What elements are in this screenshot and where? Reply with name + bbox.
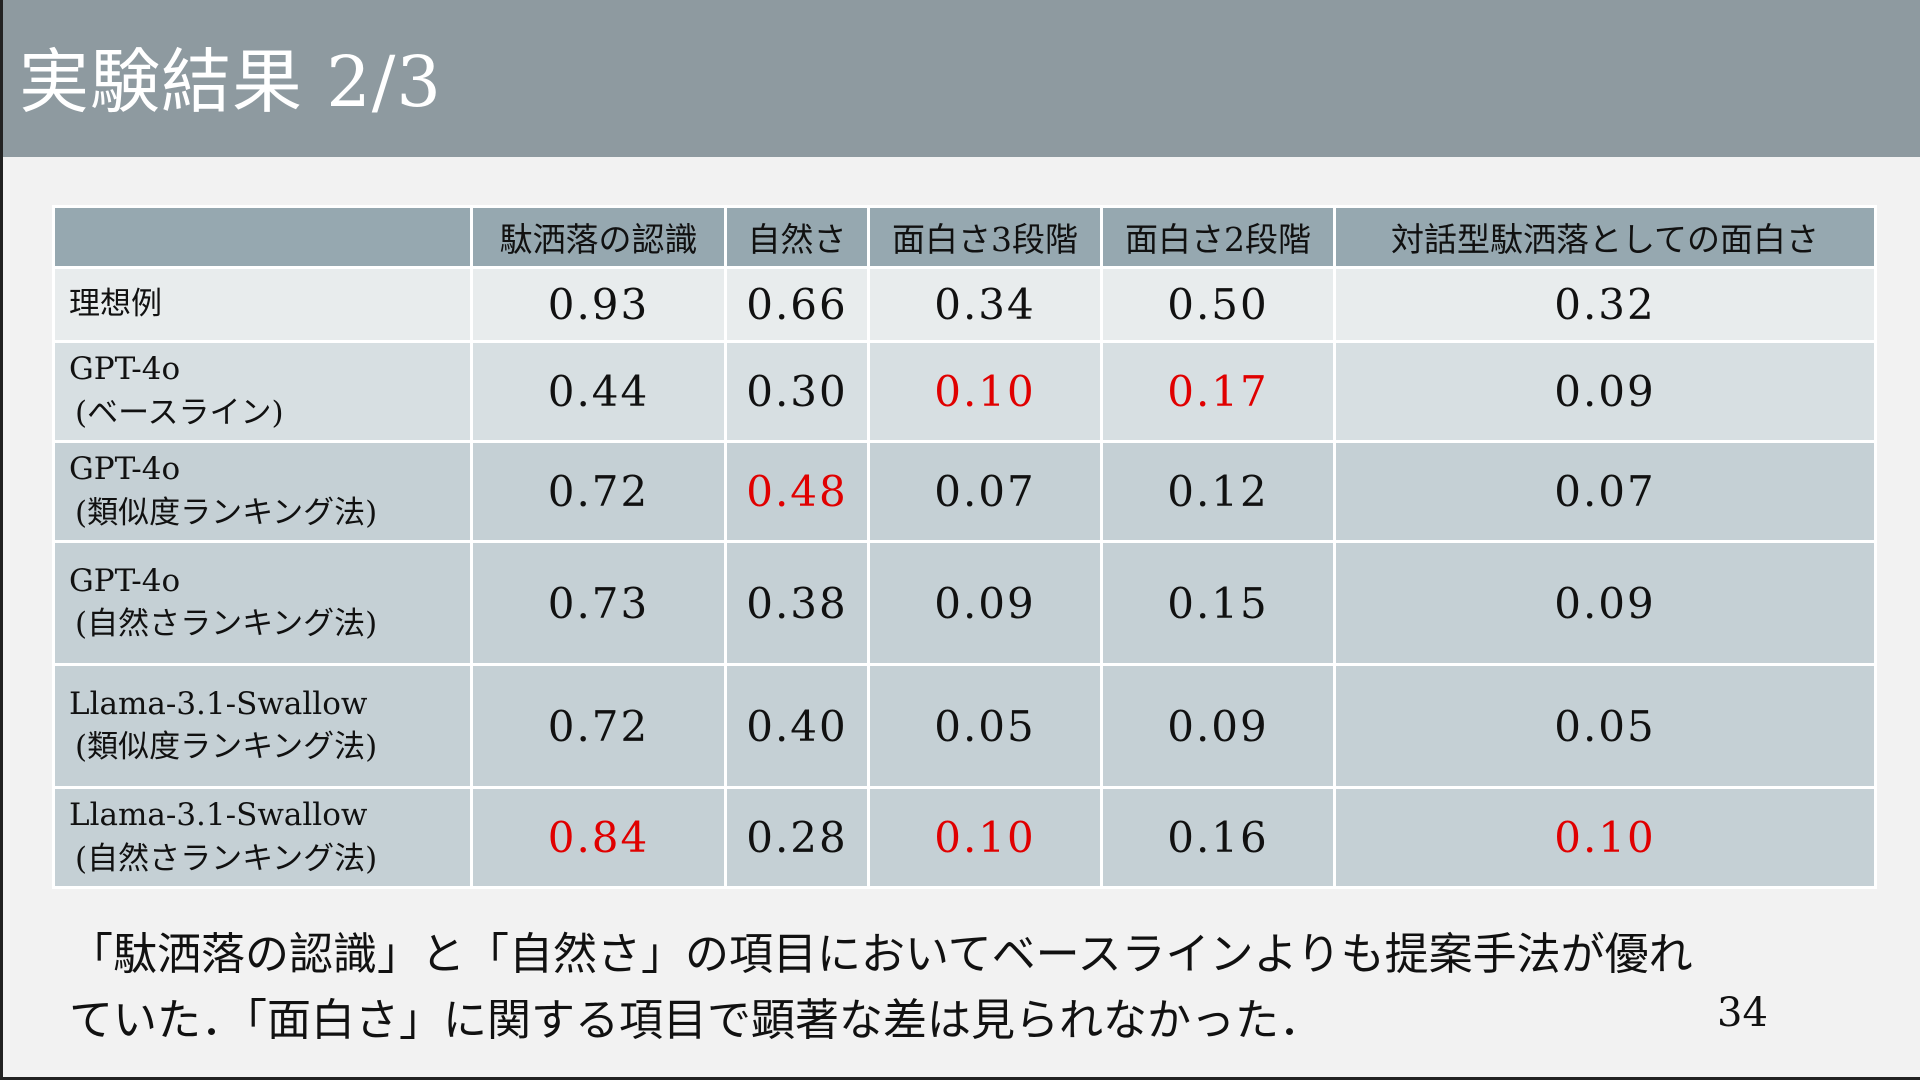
value-cell: 0.09 [1333, 540, 1877, 666]
table-header-row: 駄洒落の認識 自然さ 面白さ3段階 面白さ2段階 対話型駄洒落としての面白さ [52, 205, 1877, 269]
value-cell: 0.15 [1100, 540, 1336, 666]
value-cell: 0.84 [470, 786, 727, 889]
header-cell-corner [52, 205, 473, 269]
table-row: Llama-3.1-Swallow (自然さランキング法) 0.84 0.28 … [52, 786, 1877, 889]
row-label: GPT-4o (ベースライン) [52, 340, 473, 443]
value-cell: 0.93 [470, 266, 727, 343]
row-label-sub: (類似度ランキング法) [75, 494, 378, 531]
results-table: 駄洒落の認識 自然さ 面白さ3段階 面白さ2段階 対話型駄洒落としての面白さ 理… [52, 205, 1877, 889]
table-row: GPT-4o (ベースライン) 0.44 0.30 0.10 0.17 0.09 [52, 340, 1877, 443]
row-label-sub: (ベースライン) [75, 394, 284, 431]
row-label-main: Llama-3.1-Swallow [69, 685, 368, 722]
value-cell: 0.44 [470, 340, 727, 443]
row-label-main: 理想例 [69, 285, 162, 322]
value-cell: 0.66 [724, 266, 870, 343]
row-label: Llama-3.1-Swallow (類似度ランキング法) [52, 663, 473, 789]
table-row: Llama-3.1-Swallow (類似度ランキング法) 0.72 0.40 … [52, 663, 1877, 789]
value-cell: 0.05 [1333, 663, 1877, 789]
value-cell: 0.09 [1100, 663, 1336, 789]
value-cell: 0.38 [724, 540, 870, 666]
value-cell: 0.10 [1333, 786, 1877, 889]
value-cell: 0.10 [867, 786, 1103, 889]
value-cell: 0.72 [470, 663, 727, 789]
summary-line: ていた．「面白さ」に関する項目で顕著な差は見られなかった． [69, 995, 1323, 1046]
row-label: 理想例 [52, 266, 473, 343]
value-cell: 0.05 [867, 663, 1103, 789]
header-cell-pun-recognition: 駄洒落の認識 [470, 205, 727, 269]
row-label: GPT-4o (類似度ランキング法) [52, 440, 473, 543]
row-label: GPT-4o (自然さランキング法) [52, 540, 473, 666]
summary-text: 「駄洒落の認識」と「自然さ」の項目においてベースラインよりも提案手法が優れ てい… [69, 922, 1859, 1054]
row-label: Llama-3.1-Swallow (自然さランキング法) [52, 786, 473, 889]
value-cell: 0.34 [867, 266, 1103, 343]
page-number: 34 [1717, 990, 1768, 1036]
header-cell-funniness-2-level: 面白さ2段階 [1100, 205, 1336, 269]
row-label-sub: (類似度ランキング法) [75, 729, 378, 765]
row-label-sub: (自然さランキング法) [75, 840, 378, 877]
row-label-main: Llama-3.1-Swallow [69, 797, 368, 834]
value-cell: 0.09 [1333, 340, 1877, 443]
value-cell: 0.72 [470, 440, 727, 543]
value-cell: 0.07 [867, 440, 1103, 543]
value-cell: 0.12 [1100, 440, 1336, 543]
value-cell: 0.16 [1100, 786, 1336, 889]
row-label-sub: (自然さランキング法) [75, 606, 378, 642]
row-label-main: GPT-4o [69, 562, 181, 599]
table-row: GPT-4o (自然さランキング法) 0.73 0.38 0.09 0.15 0… [52, 540, 1877, 666]
value-cell: 0.09 [867, 540, 1103, 666]
value-cell: 0.73 [470, 540, 727, 666]
value-cell: 0.32 [1333, 266, 1877, 343]
row-label-main: GPT-4o [69, 451, 181, 488]
table-row: GPT-4o (類似度ランキング法) 0.72 0.48 0.07 0.12 0… [52, 440, 1877, 543]
table-row: 理想例 0.93 0.66 0.34 0.50 0.32 [52, 266, 1877, 343]
value-cell: 0.50 [1100, 266, 1336, 343]
summary-line: 「駄洒落の認識」と「自然さ」の項目においてベースラインよりも提案手法が優れ [69, 929, 1693, 980]
title-bar: 実験結果 2/3 [3, 0, 1920, 157]
value-cell: 0.17 [1100, 340, 1336, 443]
header-cell-dialogue-pun-funniness: 対話型駄洒落としての面白さ [1333, 205, 1877, 269]
value-cell: 0.07 [1333, 440, 1877, 543]
value-cell: 0.48 [724, 440, 870, 543]
value-cell: 0.10 [867, 340, 1103, 443]
value-cell: 0.40 [724, 663, 870, 789]
row-label-main: GPT-4o [69, 351, 181, 388]
value-cell: 0.28 [724, 786, 870, 889]
slide-title: 実験結果 2/3 [19, 41, 442, 123]
header-cell-naturalness: 自然さ [724, 205, 870, 269]
value-cell: 0.30 [724, 340, 870, 443]
header-cell-funniness-3-level: 面白さ3段階 [867, 205, 1103, 269]
